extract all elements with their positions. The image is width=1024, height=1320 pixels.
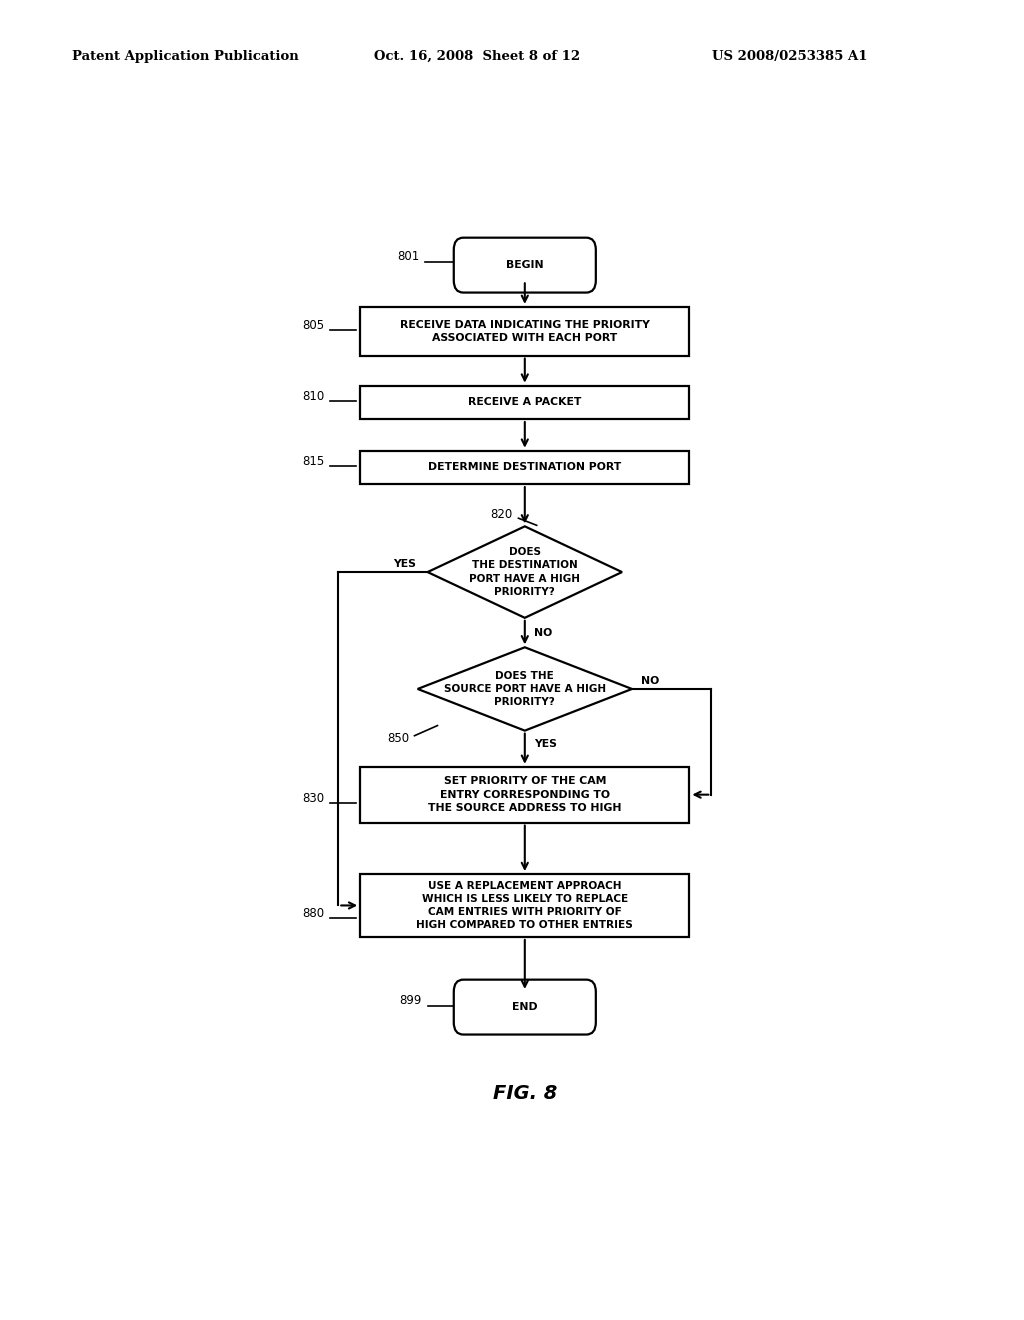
Text: 805: 805 (302, 318, 325, 331)
Text: 830: 830 (302, 792, 325, 805)
Text: BEGIN: BEGIN (506, 260, 544, 271)
Bar (360, 306, 689, 355)
Text: 801: 801 (397, 251, 420, 264)
Text: YES: YES (535, 739, 557, 748)
Polygon shape (418, 647, 632, 731)
Text: USE A REPLACEMENT APPROACH
WHICH IS LESS LIKELY TO REPLACE
CAM ENTRIES WITH PRIO: USE A REPLACEMENT APPROACH WHICH IS LESS… (417, 880, 633, 931)
Text: 850: 850 (388, 733, 410, 746)
Text: DOES
THE DESTINATION
PORT HAVE A HIGH
PRIORITY?: DOES THE DESTINATION PORT HAVE A HIGH PR… (469, 548, 581, 597)
FancyBboxPatch shape (454, 238, 596, 293)
Text: SET PRIORITY OF THE CAM
ENTRY CORRESPONDING TO
THE SOURCE ADDRESS TO HIGH: SET PRIORITY OF THE CAM ENTRY CORRESPOND… (428, 776, 622, 813)
Bar (360, 450, 689, 484)
Text: DOES THE
SOURCE PORT HAVE A HIGH
PRIORITY?: DOES THE SOURCE PORT HAVE A HIGH PRIORIT… (443, 671, 606, 708)
Text: Patent Application Publication: Patent Application Publication (72, 50, 298, 63)
Text: US 2008/0253385 A1: US 2008/0253385 A1 (712, 50, 867, 63)
Text: RECEIVE DATA INDICATING THE PRIORITY
ASSOCIATED WITH EACH PORT: RECEIVE DATA INDICATING THE PRIORITY ASS… (399, 319, 650, 343)
Text: 880: 880 (302, 907, 325, 920)
Text: YES: YES (393, 558, 416, 569)
Text: NO: NO (641, 676, 659, 686)
Bar (360, 874, 689, 937)
Text: 820: 820 (490, 508, 513, 520)
Text: 810: 810 (302, 389, 325, 403)
Text: DETERMINE DESTINATION PORT: DETERMINE DESTINATION PORT (428, 462, 622, 473)
Bar (360, 767, 689, 822)
Text: END: END (512, 1002, 538, 1012)
Text: RECEIVE A PACKET: RECEIVE A PACKET (468, 397, 582, 408)
FancyBboxPatch shape (454, 979, 596, 1035)
Text: 815: 815 (302, 455, 325, 467)
Polygon shape (428, 527, 622, 618)
Text: 899: 899 (399, 994, 422, 1007)
Bar (360, 385, 689, 420)
Text: FIG. 8: FIG. 8 (493, 1084, 557, 1104)
Text: NO: NO (535, 628, 553, 638)
Text: Oct. 16, 2008  Sheet 8 of 12: Oct. 16, 2008 Sheet 8 of 12 (374, 50, 580, 63)
